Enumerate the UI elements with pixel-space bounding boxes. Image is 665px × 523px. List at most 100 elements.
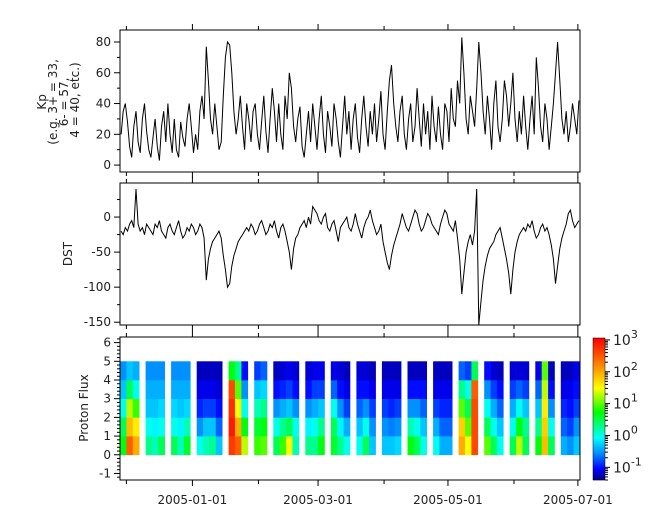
- colorbar-gradient-strip: [593, 478, 605, 480]
- heatmap-cell: [273, 436, 280, 456]
- colorbar-gradient-strip: [593, 382, 605, 384]
- heatmap-cell: [145, 380, 153, 399]
- heatmap-cell: [458, 436, 466, 456]
- heatmap-cell: [509, 417, 517, 437]
- heatmap-cell: [567, 361, 574, 381]
- heatmap-cell: [292, 361, 300, 381]
- colorbar-gradient-strip: [593, 425, 605, 427]
- colorbar-tick-base: 10: [613, 428, 631, 444]
- x-axis-labels: 2005-01-01 2005-03-01 2005-05-01 2005-07…: [158, 493, 613, 507]
- colorbar-gradient-strip: [593, 415, 605, 417]
- heatmap-cell: [196, 436, 204, 456]
- x-tick-label: 2005-01-01: [158, 493, 228, 507]
- colorbar-gradient-strip: [593, 358, 605, 360]
- y-tick-label: 0: [103, 448, 111, 462]
- kp-panel: 0 20 40 60 80: [96, 24, 581, 178]
- heatmap-cell: [343, 361, 351, 381]
- colorbar-gradient-strip: [593, 363, 605, 365]
- colorbar-gradient-strip: [593, 419, 605, 421]
- heatmap-cell: [126, 417, 134, 437]
- colorbar-gradient-strip: [593, 344, 605, 346]
- heatmap-cell: [407, 417, 415, 437]
- colorbar-gradient-strip: [593, 376, 605, 378]
- heatmap-cell: [433, 436, 440, 456]
- y-tick-label: 2: [103, 410, 111, 424]
- heatmap-cell: [279, 361, 287, 381]
- heatmap-cell: [439, 361, 447, 381]
- heatmap-cell: [151, 398, 159, 418]
- heatmap-cell: [196, 398, 204, 418]
- y-tick-label: 4: [103, 373, 111, 387]
- heatmap-cell: [254, 417, 261, 437]
- heatmap-cell: [394, 398, 402, 418]
- colorbar-gradient-strip: [593, 401, 605, 403]
- colorbar-gradient-strip: [593, 447, 605, 449]
- heatmap-cell: [407, 380, 415, 399]
- heatmap-cell: [126, 398, 134, 418]
- colorbar-tick-label: 101: [613, 392, 638, 413]
- dst-panel: 0 -50 -100 -150: [84, 177, 581, 331]
- heatmap-cell: [241, 417, 249, 437]
- heatmap-cell: [548, 380, 555, 399]
- colorbar-gradient-strip: [593, 457, 605, 459]
- colorbar-gradient-strip: [593, 414, 605, 416]
- heatmap-cell: [369, 436, 376, 456]
- heatmap-cell: [381, 361, 389, 381]
- heatmap-cell: [560, 380, 568, 399]
- heatmap-cell: [311, 436, 319, 456]
- heatmap-cell: [413, 436, 421, 456]
- heatmap-cell: [420, 417, 427, 437]
- heatmap-cell: [490, 436, 498, 456]
- heatmap-cell: [183, 361, 191, 381]
- heatmap-cell: [145, 398, 153, 418]
- kp-axis-label: Kp (e.g. 3+ = 33, 6- = 57, 4 = 40, etc.): [35, 55, 82, 144]
- colorbar-gradient-strip: [593, 391, 605, 393]
- heatmap-cell: [548, 417, 555, 437]
- heatmap-cell: [151, 380, 159, 399]
- colorbar-tick-base: 10: [613, 460, 631, 476]
- colorbar-tick-exponent: 1: [631, 392, 638, 405]
- heatmap-cell: [120, 398, 127, 418]
- heatmap-cell: [420, 380, 427, 399]
- heatmap-cell: [203, 436, 210, 456]
- proton-flux-panel: -1 0 1 2 3 4 5 6: [99, 331, 581, 486]
- colorbar-gradient-strip: [593, 372, 605, 374]
- heatmap-cell: [254, 436, 261, 456]
- heatmap-cell: [394, 361, 402, 381]
- colorbar-gradient-strip: [593, 373, 605, 375]
- heatmap-cell: [292, 417, 300, 437]
- heatmap-cell: [420, 361, 427, 381]
- heatmap-cell: [362, 380, 370, 399]
- colorbar-gradient-strip: [593, 471, 605, 473]
- colorbar-gradient-strip: [593, 429, 605, 431]
- heatmap-cell: [305, 417, 312, 437]
- colorbar-tick-label: 10-1: [613, 455, 642, 476]
- heatmap-cell: [260, 361, 268, 381]
- heatmap-cell: [215, 417, 223, 437]
- heatmap-cell: [407, 361, 415, 381]
- heatmap-cell: [292, 380, 300, 399]
- heatmap-cell: [158, 398, 165, 418]
- plot-frame: [119, 336, 581, 481]
- colorbar-gradient-strip: [593, 421, 605, 423]
- colorbar-gradient-strip: [593, 392, 605, 394]
- heatmap-cell: [203, 361, 210, 381]
- heatmap-cell: [126, 436, 134, 456]
- heatmap-cell: [413, 361, 421, 381]
- colorbar-gradient-strip: [593, 464, 605, 466]
- heatmap-cell: [381, 398, 389, 418]
- colorbar-gradient-strip: [593, 393, 605, 395]
- colorbar-gradient-strip: [593, 418, 605, 420]
- colorbar-gradient-strip: [593, 339, 605, 341]
- colorbar-gradient-strip: [593, 423, 605, 425]
- colorbar-gradient-strip: [593, 388, 605, 390]
- colorbar-tick-exponent: 0: [631, 423, 638, 436]
- colorbar-gradient-strip: [593, 396, 605, 398]
- heatmap-cell: [158, 436, 165, 456]
- heatmap-cell: [356, 417, 364, 437]
- colorbar-gradient-strip: [593, 420, 605, 422]
- heatmap-cell: [177, 361, 185, 381]
- heatmap-cell: [311, 398, 319, 418]
- heatmap-cell: [120, 361, 127, 381]
- heatmap-cell: [132, 380, 140, 399]
